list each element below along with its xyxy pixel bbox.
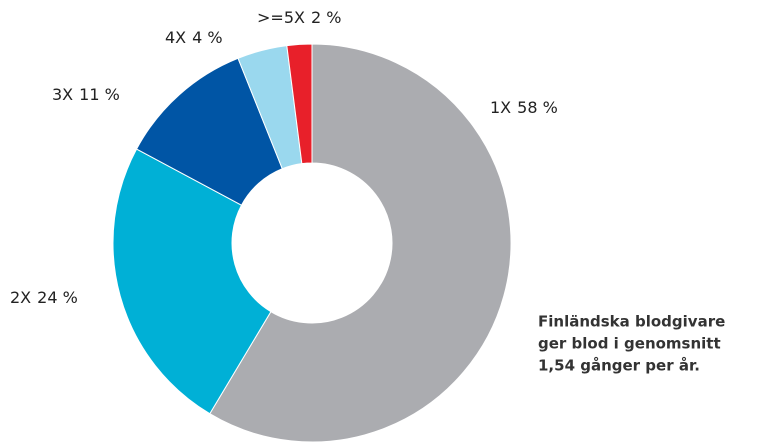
slice-label: >=5X 2 % — [257, 8, 341, 27]
category-label: 1X — [490, 98, 511, 117]
slice — [286, 43, 313, 165]
category-label: >=5X — [257, 8, 305, 27]
category-label: 3X — [52, 85, 73, 104]
value-label: 58 % — [517, 98, 558, 117]
slice-label: 2X 24 % — [10, 288, 78, 307]
value-label: 4 % — [192, 28, 222, 47]
slice — [112, 148, 272, 415]
slice-label: 1X 58 % — [490, 98, 558, 117]
annotation: ger blod i genomsnitt — [538, 335, 721, 353]
value-label: 24 % — [37, 288, 78, 307]
slice-label: 3X 11 % — [52, 85, 120, 104]
annotation: 1,54 gånger per år. — [538, 357, 700, 375]
annotation: Finländska blodgivare — [538, 313, 725, 331]
category-label: 4X — [165, 28, 186, 47]
value-label: 2 % — [311, 8, 341, 27]
value-label: 11 % — [79, 85, 120, 104]
slice-label: 4X 4 % — [165, 28, 223, 47]
slice — [209, 43, 512, 443]
category-label: 2X — [10, 288, 31, 307]
